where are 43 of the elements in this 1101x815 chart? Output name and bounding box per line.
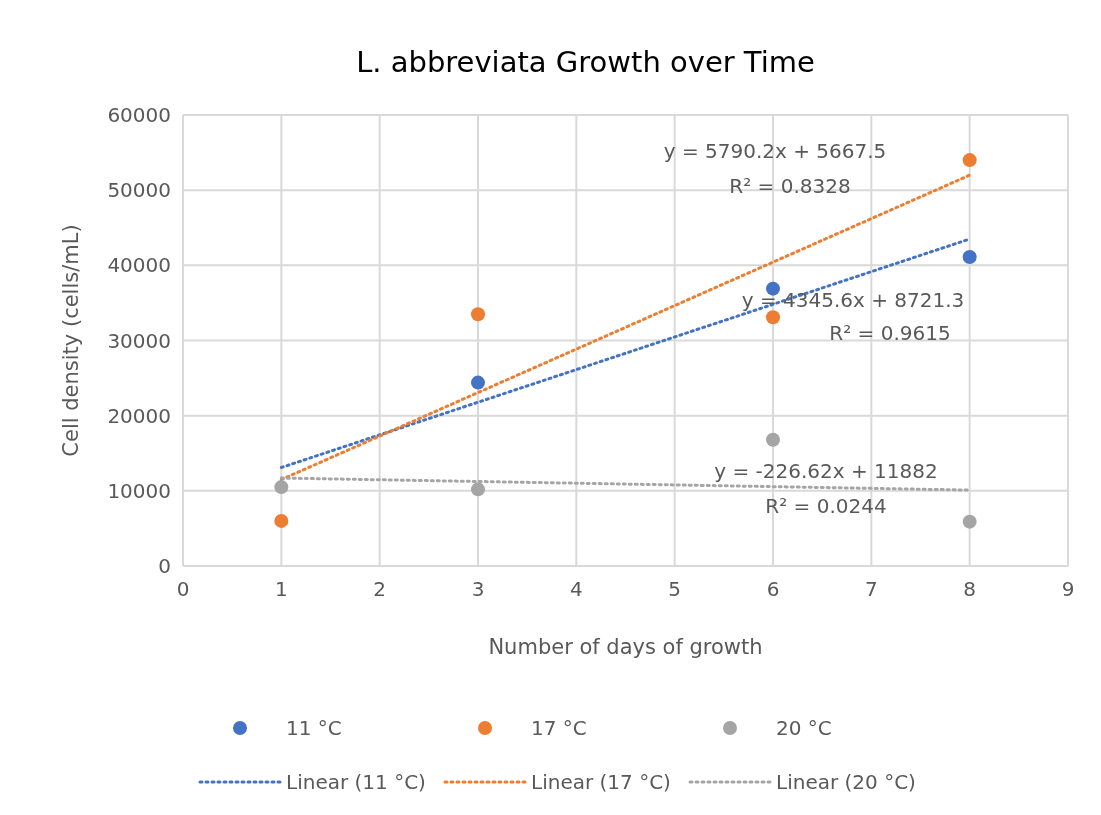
- y-tick-label: 60000: [107, 103, 171, 127]
- annotation: R² = 0.0244: [765, 494, 887, 518]
- y-tick-label: 40000: [107, 253, 171, 278]
- y-tick-label: 0: [158, 554, 171, 578]
- y-tick-label: 50000: [107, 178, 171, 203]
- x-tick-label: 8: [963, 577, 977, 601]
- x-tick-label: 3: [471, 577, 485, 601]
- legend-label: 17 °C: [531, 716, 587, 740]
- point: [274, 513, 289, 528]
- point: [471, 307, 485, 322]
- x-tick-label: 0: [176, 577, 190, 601]
- x-tick-label: 1: [274, 577, 288, 601]
- y-tick-label: 30000: [107, 328, 171, 353]
- legend-label: Linear (17 °C): [531, 770, 671, 794]
- annotation: y = 5790.2x + 5667.5: [663, 139, 887, 163]
- annotation: y = -226.62x + 11882: [714, 459, 938, 483]
- point: [274, 480, 289, 495]
- x-tick-label: 7: [864, 577, 878, 601]
- legend-label: Linear (20 °C): [776, 770, 916, 794]
- annotation: y = 4345.6x + 8721.3: [741, 288, 965, 312]
- x-tick-label: 2: [373, 577, 387, 601]
- x-tick-label: 6: [766, 577, 780, 601]
- point: [471, 482, 485, 497]
- point: [766, 432, 780, 447]
- legend-label: 11 °C: [286, 716, 342, 740]
- x-tick-label: 5: [668, 577, 682, 601]
- x-tick-label: 9: [1061, 577, 1075, 601]
- point: [766, 310, 780, 325]
- annotation: R² = 0.9615: [829, 321, 951, 345]
- point: [962, 250, 977, 265]
- legend-label: 20 °C: [776, 716, 832, 740]
- y-axis-title: Cell density (cells/mL): [59, 224, 83, 457]
- chart-title: L. abbreviata Growth over Time: [356, 45, 815, 79]
- y-tick-label: 10000: [107, 478, 171, 503]
- annotation: R² = 0.8328: [729, 174, 851, 198]
- y-tick-label: 20000: [107, 403, 171, 428]
- point: [471, 375, 485, 390]
- point: [962, 153, 977, 168]
- x-axis-title: Number of days of growth: [488, 635, 763, 659]
- point: [766, 281, 780, 296]
- x-tick-label: 4: [569, 577, 583, 601]
- point: [962, 514, 977, 529]
- legend-label: Linear (11 °C): [286, 770, 426, 794]
